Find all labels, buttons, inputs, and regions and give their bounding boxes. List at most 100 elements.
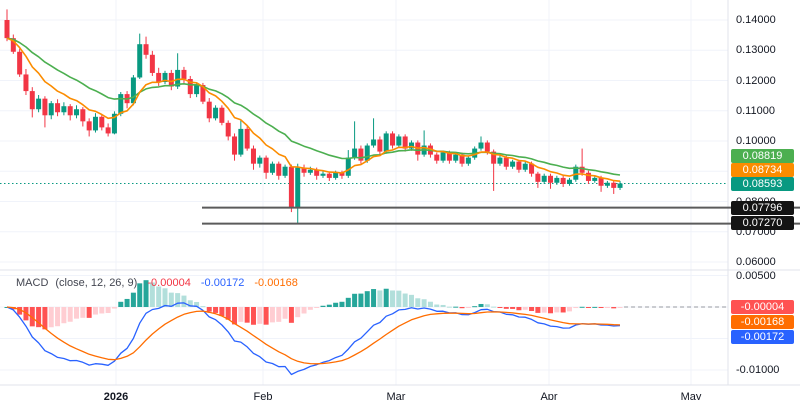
macd-histogram-bar xyxy=(206,307,212,312)
candle xyxy=(390,133,396,146)
candle xyxy=(276,163,282,176)
macd-histogram-bar xyxy=(187,300,193,307)
candle xyxy=(579,166,585,173)
candle xyxy=(61,106,67,113)
macd-histogram-bar xyxy=(118,301,124,307)
candle xyxy=(516,161,522,170)
price-axis-label: 0.11000 xyxy=(736,104,775,117)
macd-histogram-bar xyxy=(497,307,503,308)
macd-histogram-bar xyxy=(326,304,332,307)
macd-histogram-bar xyxy=(80,307,86,318)
candle xyxy=(459,154,465,164)
macd-histogram-bar xyxy=(225,307,231,320)
candle xyxy=(213,107,219,119)
candle xyxy=(326,173,332,178)
macd-histogram-bar xyxy=(611,307,617,309)
macd-histogram-bar xyxy=(301,307,307,314)
ma-fast-line xyxy=(6,37,621,182)
macd-histogram-bar xyxy=(396,290,402,307)
candle xyxy=(149,54,155,73)
price-axis-label: -0.01000 xyxy=(736,364,780,376)
macd-legend-title: MACD xyxy=(16,277,49,289)
candle xyxy=(80,109,86,122)
candle xyxy=(250,148,256,164)
macd-histogram-bar xyxy=(250,307,256,325)
candle-wick xyxy=(373,118,375,148)
macd-histogram-bar xyxy=(459,307,465,309)
candle xyxy=(396,136,402,146)
price-axis-label: 0.13000 xyxy=(736,44,776,57)
candle-wick xyxy=(354,121,356,160)
candle xyxy=(118,94,124,114)
macd-histogram-bar xyxy=(307,307,313,310)
candle xyxy=(453,154,459,161)
candle xyxy=(560,177,566,184)
macd-line-value: -0.00172 xyxy=(200,277,245,289)
macd-histogram-bar xyxy=(390,290,396,307)
candle xyxy=(175,69,181,87)
badge-macd-line: -0.00172 xyxy=(731,330,794,344)
time-axis-label: 2026 xyxy=(103,391,129,400)
macd-hist-value: -0.00004 xyxy=(147,277,191,289)
candle xyxy=(402,136,408,149)
macd-histogram-bar xyxy=(446,306,452,308)
candle xyxy=(10,38,16,52)
candle xyxy=(200,85,206,102)
candle xyxy=(320,173,326,176)
macd-histogram-bar xyxy=(592,306,598,308)
macd-legend[interactable]: MACD (close, 12, 26, 9) -0.00004 -0.00172… xyxy=(16,277,305,289)
candle xyxy=(130,77,136,104)
macd-signal-line xyxy=(6,306,621,365)
macd-histogram-bar xyxy=(149,282,155,307)
candle xyxy=(598,177,604,186)
candle xyxy=(194,85,200,95)
candle xyxy=(17,51,23,75)
macd-histogram-bar xyxy=(516,307,522,311)
time-axis-label: May xyxy=(680,391,702,400)
macd-histogram-bar xyxy=(535,307,541,313)
macd-histogram-bar xyxy=(276,307,282,322)
candle xyxy=(187,78,193,95)
macd-histogram-bar xyxy=(402,293,408,307)
candle xyxy=(48,103,54,116)
candle xyxy=(352,148,358,158)
macd-histogram-bar xyxy=(339,301,345,307)
macd-histogram-bar xyxy=(522,307,528,310)
badge-level-2: 0.07270 xyxy=(731,216,794,230)
macd-histogram-bar xyxy=(320,305,326,307)
macd-histogram-bar xyxy=(29,307,35,327)
macd-legend-params: (close, 12, 26, 9) xyxy=(55,277,138,289)
candle xyxy=(67,106,73,116)
ma-slow-line xyxy=(6,37,621,176)
macd-histogram-bar xyxy=(74,307,80,319)
candle xyxy=(162,72,168,83)
macd-histogram-bar xyxy=(548,307,554,314)
macd-histogram-bar xyxy=(585,307,591,308)
macd-histogram-bar xyxy=(213,307,219,313)
candle xyxy=(137,44,143,78)
price-axis-label: 0.14000 xyxy=(736,14,776,26)
candle xyxy=(585,172,591,181)
macd-histogram-bar xyxy=(408,294,414,307)
macd-histogram-bar xyxy=(579,306,585,308)
candle xyxy=(295,167,301,208)
candle xyxy=(257,157,263,164)
badge-level-1: 0.07796 xyxy=(731,201,794,215)
macd-histogram-bar xyxy=(604,307,610,308)
macd-histogram-bar xyxy=(440,304,446,307)
candle xyxy=(541,175,547,182)
candle xyxy=(36,98,42,110)
macd-histogram-bar xyxy=(130,292,136,307)
candle xyxy=(238,128,244,155)
macd-histogram-bar xyxy=(23,307,29,321)
macd-histogram-bar xyxy=(42,307,48,330)
macd-histogram-bar xyxy=(194,301,200,307)
candle xyxy=(263,157,269,173)
macd-histogram-bar xyxy=(162,288,168,307)
macd-histogram-bar xyxy=(371,289,377,307)
macd-histogram-bar xyxy=(200,306,206,308)
candle xyxy=(143,44,149,55)
macd-histogram-bar xyxy=(541,307,547,313)
macd-histogram-bar xyxy=(92,307,98,315)
